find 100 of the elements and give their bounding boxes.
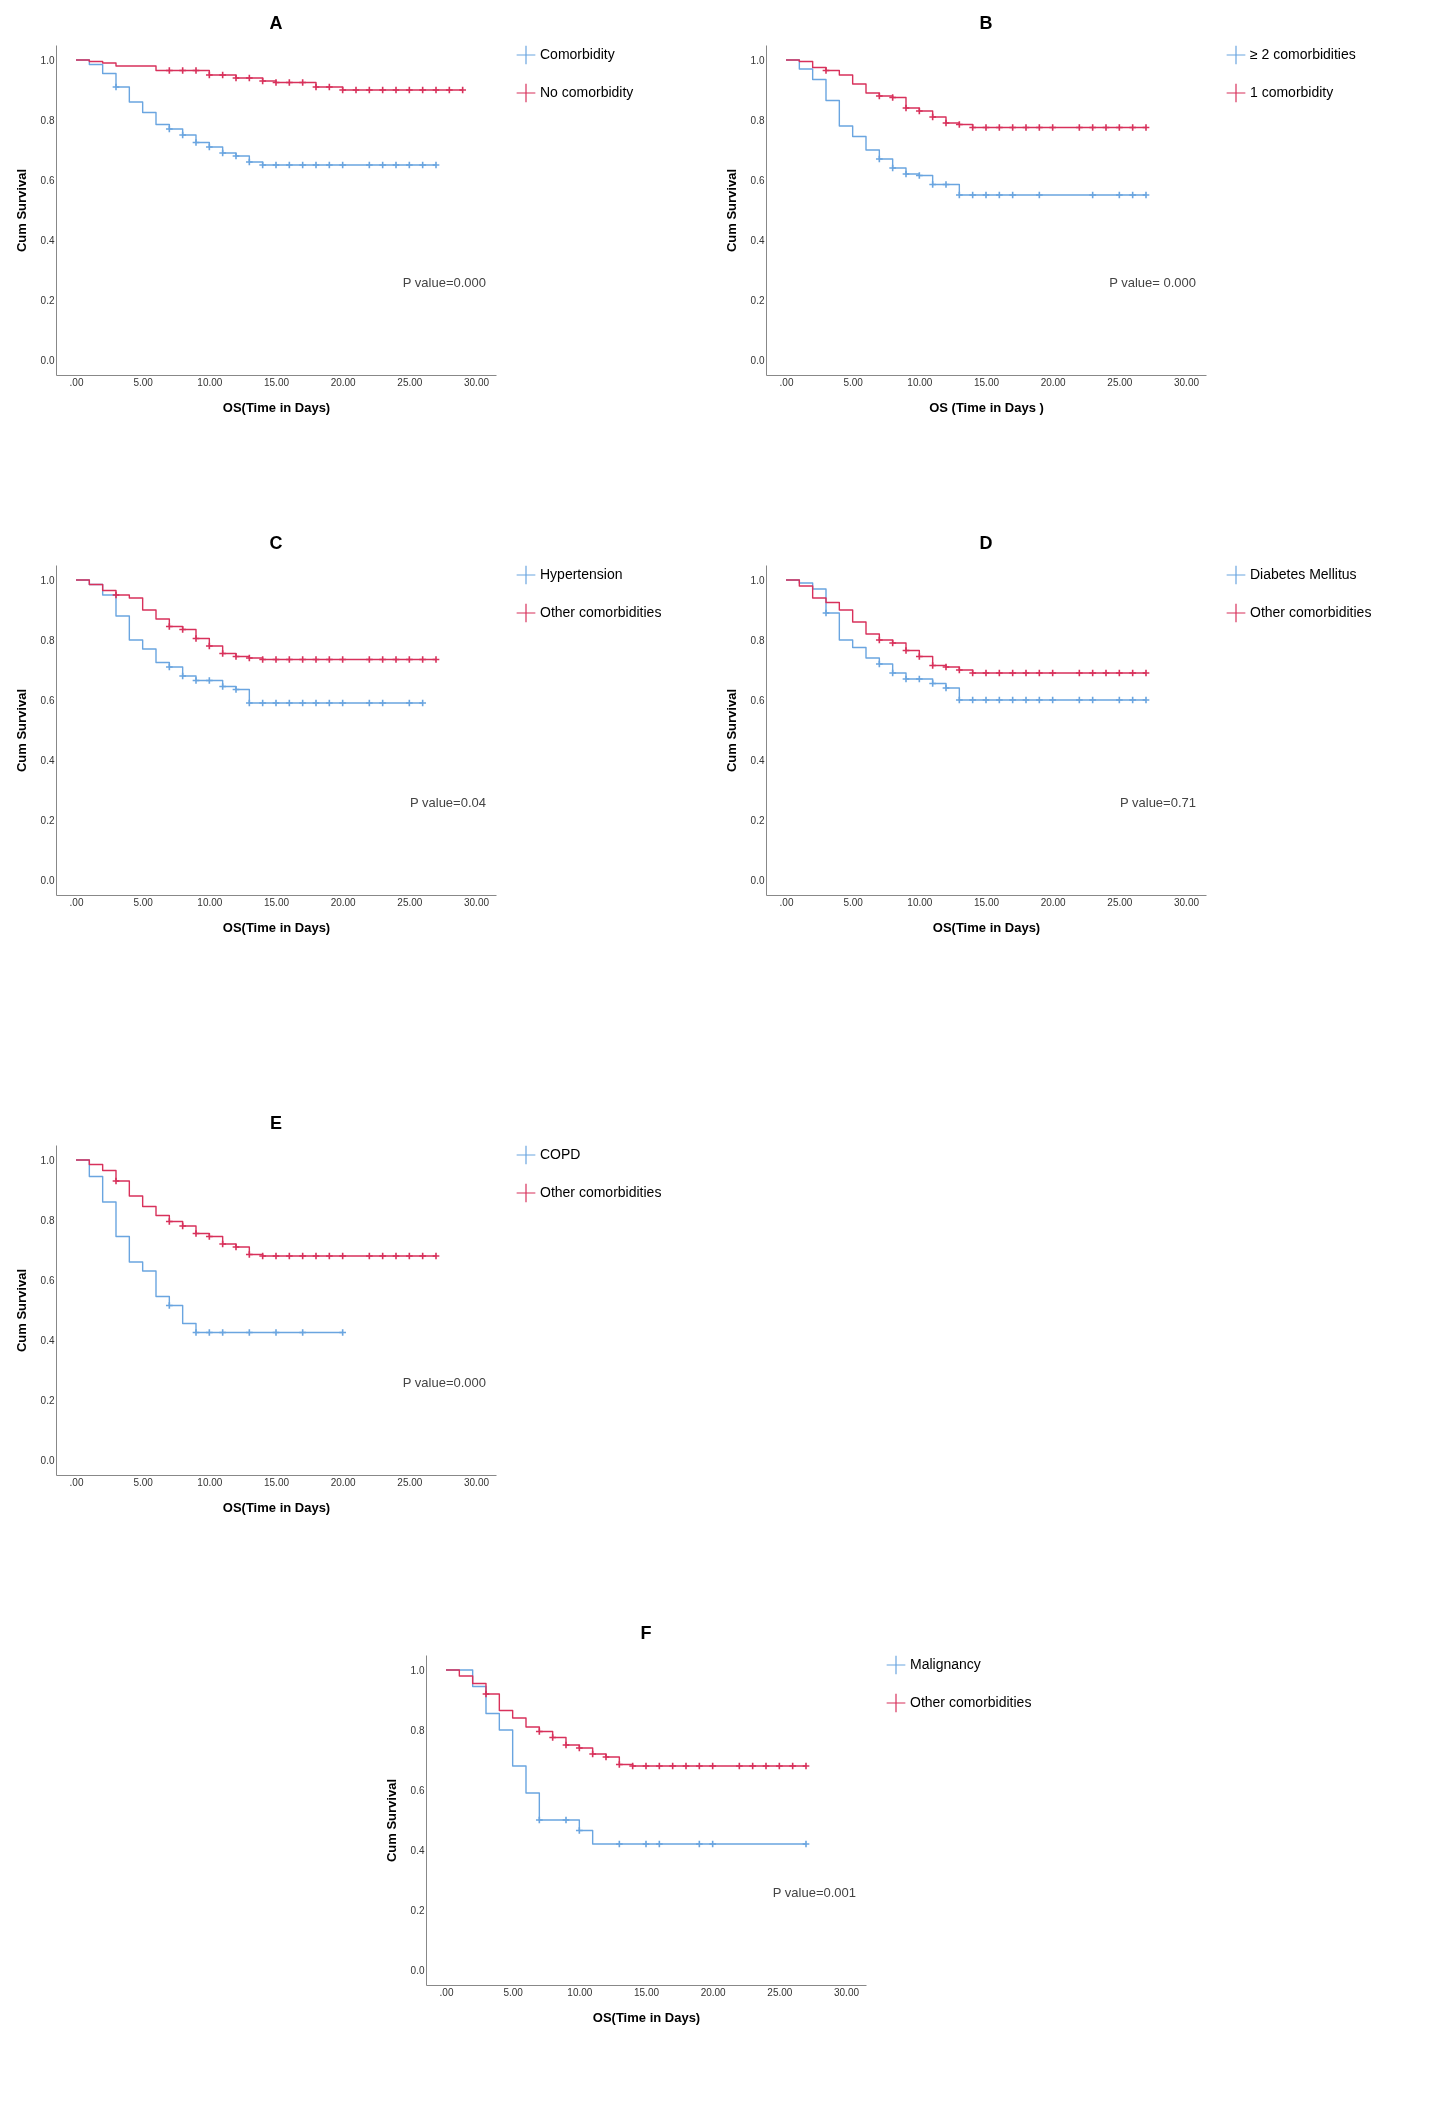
chart-title: C (269, 533, 283, 553)
x-tick-label: 10.00 (567, 1986, 593, 1998)
y-tick-label: 0.4 (750, 754, 765, 766)
x-tick-label: 25.00 (397, 1476, 423, 1488)
x-tick-label: 20.00 (330, 896, 357, 908)
x-tick-label: 5.00 (133, 376, 154, 388)
y-tick-label: 0.6 (40, 1274, 55, 1286)
x-tick-label: 25.00 (397, 896, 423, 908)
point (901, 169, 911, 179)
x-axis-title: OS(Time in Days) (222, 399, 331, 415)
x-tick-label: .00 (69, 376, 84, 388)
x-tick-label: 20.00 (1040, 896, 1067, 908)
point (271, 160, 281, 170)
point (391, 1251, 401, 1261)
y-axis-title: Cum Survival (723, 688, 739, 773)
point (981, 695, 991, 705)
point (601, 1752, 611, 1762)
y-tick-label: 0.0 (750, 354, 765, 366)
point (311, 82, 321, 92)
y-tick-label: 1.0 (750, 574, 765, 586)
y-tick-label: 0.6 (750, 694, 765, 706)
y-tick-label: 1.0 (40, 1154, 55, 1166)
x-tick-label: 30.00 (833, 1986, 860, 1998)
x-tick-label: 30.00 (463, 896, 490, 908)
point (1101, 668, 1111, 678)
point (311, 698, 321, 708)
y-tick-label: 0.4 (40, 234, 55, 246)
x-tick-label: 20.00 (1040, 376, 1067, 388)
x-axis-title: OS (Time in Days ) (929, 399, 1044, 415)
legend-label: COPD (540, 1146, 581, 1162)
y-tick-label: 0.4 (40, 754, 55, 766)
x-tick-label: 30.00 (1173, 376, 1200, 388)
chart-title: D (979, 533, 993, 553)
point (981, 190, 991, 200)
point (231, 1242, 241, 1252)
point (311, 160, 321, 170)
x-tick-label: 20.00 (330, 376, 357, 388)
x-tick-label: 5.00 (843, 376, 864, 388)
y-axis-title: Cum Survival (13, 688, 29, 773)
x-tick-label: .00 (69, 1476, 84, 1488)
y-tick-label: 0.4 (410, 1844, 425, 1856)
y-axis-title: Cum Survival (13, 1268, 29, 1353)
point (941, 662, 951, 672)
y-tick-label: 0.0 (40, 1454, 55, 1466)
y-tick-label: 1.0 (750, 54, 765, 66)
y-tick-label: 0.0 (40, 354, 55, 366)
legend-label: Hypertension (540, 566, 623, 582)
y-tick-label: 0.0 (410, 1964, 425, 1976)
point (561, 1740, 571, 1750)
x-tick-label: 15.00 (973, 376, 1000, 388)
y-tick-label: 0.0 (750, 874, 765, 886)
x-tick-label: 30.00 (463, 376, 490, 388)
x-tick-label: 10.00 (197, 1476, 223, 1488)
x-tick-label: 30.00 (463, 1476, 490, 1488)
x-tick-label: 5.00 (843, 896, 864, 908)
x-tick-label: 25.00 (397, 376, 423, 388)
y-tick-label: 0.2 (410, 1904, 425, 1916)
x-tick-label: 25.00 (1107, 896, 1133, 908)
y-tick-label: 0.6 (410, 1784, 425, 1796)
y-tick-label: 0.2 (40, 814, 55, 826)
x-tick-label: 30.00 (1173, 896, 1200, 908)
legend-label: ≥ 2 comorbidities (1250, 46, 1356, 62)
x-tick-label: .00 (779, 896, 794, 908)
legend-label: Other comorbidities (540, 604, 662, 620)
y-tick-label: 1.0 (40, 54, 55, 66)
y-tick-label: 0.6 (750, 174, 765, 186)
x-tick-label: 15.00 (263, 376, 290, 388)
point (311, 1251, 321, 1261)
y-tick-label: 0.2 (750, 294, 765, 306)
point (231, 73, 241, 83)
point (941, 118, 951, 128)
y-axis-title: Cum Survival (383, 1778, 399, 1863)
chart-title: E (269, 1113, 283, 1133)
y-tick-label: 0.2 (750, 814, 765, 826)
annotation: P value=0.000 (402, 274, 486, 290)
y-tick-label: 1.0 (40, 574, 55, 586)
legend-label: Other comorbidities (540, 1184, 662, 1200)
y-tick-label: 0.6 (40, 174, 55, 186)
y-tick-label: 0.8 (750, 634, 765, 646)
point (901, 103, 911, 113)
x-tick-label: 10.00 (197, 896, 223, 908)
legend-label: Other comorbidities (910, 1694, 1032, 1710)
chart-title: B (979, 13, 993, 33)
y-tick-label: 0.2 (40, 1394, 55, 1406)
legend-label: Other comorbidities (1250, 604, 1372, 620)
point (111, 82, 121, 92)
x-tick-label: 15.00 (633, 1986, 660, 1998)
point (351, 85, 361, 95)
x-tick-label: 5.00 (133, 896, 154, 908)
y-tick-label: 0.8 (40, 114, 55, 126)
annotation: P value=0.000 (402, 1374, 486, 1390)
point (761, 1761, 771, 1771)
point (821, 608, 831, 618)
x-axis-title: OS(Time in Days) (222, 1499, 331, 1515)
x-tick-label: 15.00 (263, 1476, 290, 1488)
annotation: P value=0.71 (1119, 794, 1196, 810)
y-tick-label: 0.4 (750, 234, 765, 246)
point (231, 151, 241, 161)
chart-title: A (269, 13, 283, 33)
x-tick-label: 25.00 (767, 1986, 793, 1998)
